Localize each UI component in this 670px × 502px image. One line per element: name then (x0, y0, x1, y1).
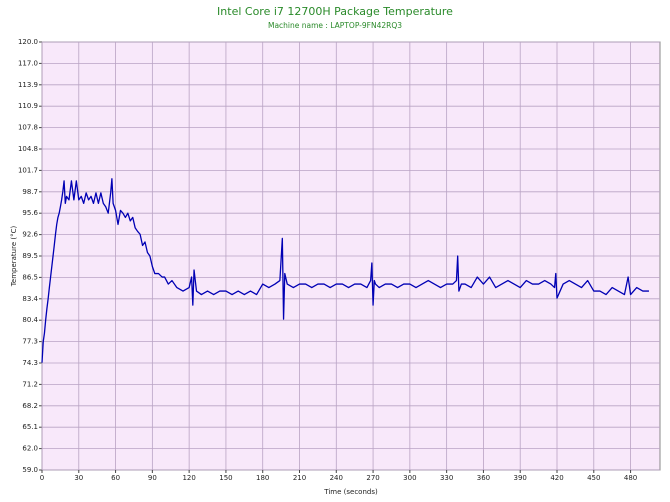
x-tick-label: 240 (330, 474, 343, 482)
y-tick-label: 59.0 (22, 466, 38, 474)
x-tick-label: 180 (256, 474, 269, 482)
y-tick-label: 104.8 (18, 145, 38, 153)
y-tick-label: 120.0 (18, 38, 38, 46)
y-tick-label: 68.2 (22, 402, 38, 410)
x-axis-label: Time (seconds) (323, 488, 378, 496)
temperature-line (41, 178, 649, 363)
y-tick-label: 80.4 (22, 316, 38, 324)
y-tick-label: 101.7 (18, 166, 38, 174)
y-tick-label: 77.3 (22, 338, 38, 346)
y-tick-label: 83.4 (22, 295, 38, 303)
x-tick-label: 60 (111, 474, 120, 482)
x-tick-label: 300 (403, 474, 416, 482)
x-tick-label: 0 (40, 474, 44, 482)
x-tick-label: 450 (587, 474, 600, 482)
y-tick-label: 62.0 (22, 445, 38, 453)
y-tick-label: 98.7 (22, 188, 38, 196)
chart-title: Intel Core i7 12700H Package Temperature (217, 5, 453, 18)
x-tick-label: 210 (293, 474, 306, 482)
x-tick-label: 150 (219, 474, 232, 482)
y-tick-label: 89.5 (22, 252, 38, 260)
x-tick-label: 120 (182, 474, 195, 482)
x-tick-label: 330 (440, 474, 453, 482)
y-tick-label: 86.5 (22, 273, 38, 281)
y-tick-label: 113.9 (18, 81, 38, 89)
x-tick-label: 90 (148, 474, 157, 482)
y-axis-label: Temperature (°C) (10, 226, 18, 288)
y-tick-label: 95.6 (22, 209, 38, 217)
chart-subtitle: Machine name : LAPTOP-9FN42RQ3 (268, 21, 402, 30)
x-tick-label: 480 (624, 474, 637, 482)
y-tick-label: 71.2 (22, 380, 38, 388)
y-tick-label: 110.9 (18, 102, 38, 110)
y-tick-label: 107.8 (18, 124, 38, 132)
x-tick-label: 360 (477, 474, 490, 482)
x-tick-label: 420 (550, 474, 563, 482)
x-tick-label: 390 (514, 474, 527, 482)
y-tick-label: 92.6 (22, 231, 38, 239)
y-tick-label: 65.1 (22, 423, 38, 431)
x-tick-label: 30 (74, 474, 83, 482)
y-tick-label: 117.0 (18, 59, 38, 67)
x-tick-label: 270 (366, 474, 379, 482)
y-tick-label: 74.3 (22, 359, 38, 367)
